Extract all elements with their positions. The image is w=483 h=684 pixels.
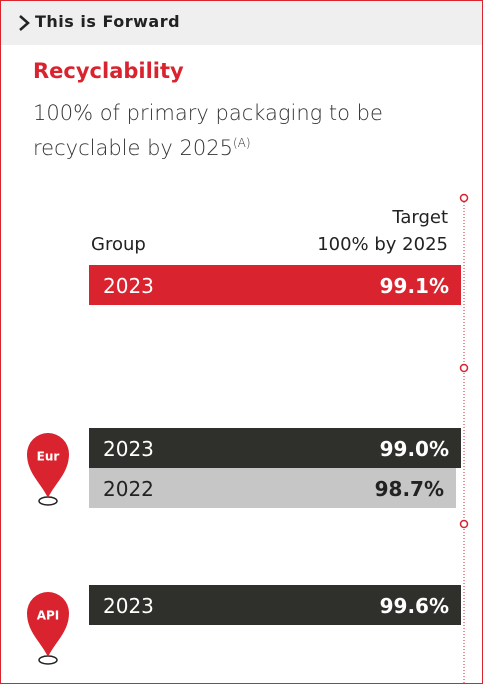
row-bar: 2023 99.6%	[89, 585, 461, 625]
description-text: 100% of primary packaging to be recyclab…	[33, 101, 383, 160]
section-title: Recyclability	[33, 59, 184, 83]
chevron-icon	[19, 15, 30, 31]
row-bar: 2023 99.1%	[89, 265, 461, 305]
row-bar: 2022 98.7%	[89, 468, 456, 508]
row-year: 2023	[103, 594, 154, 618]
target-label: Target	[392, 207, 448, 228]
row-bar: 2023 99.0%	[89, 428, 461, 468]
row-year: 2023	[103, 274, 154, 298]
row-value: 98.7%	[374, 477, 444, 501]
footnote: (A)	[232, 136, 251, 150]
row-value: 99.0%	[379, 437, 449, 461]
row-value: 99.6%	[379, 594, 449, 618]
marker	[459, 363, 469, 373]
section-description: 100% of primary packaging to be recyclab…	[33, 98, 433, 163]
row-year: 2023	[103, 437, 154, 461]
header-title: This is Forward	[35, 12, 181, 31]
marker	[459, 519, 469, 529]
group-name: Group	[91, 234, 146, 255]
pin-label: API	[37, 609, 60, 623]
pin-icon: Eur	[27, 433, 69, 506]
header-bar: This is Forward	[1, 1, 482, 45]
target-value: 100% by 2025	[317, 234, 448, 255]
row-value: 99.1%	[379, 274, 449, 298]
row-year: 2022	[103, 477, 154, 501]
pin-icon: API	[27, 592, 69, 665]
pin-label: Eur	[37, 450, 60, 464]
marker	[459, 193, 469, 203]
